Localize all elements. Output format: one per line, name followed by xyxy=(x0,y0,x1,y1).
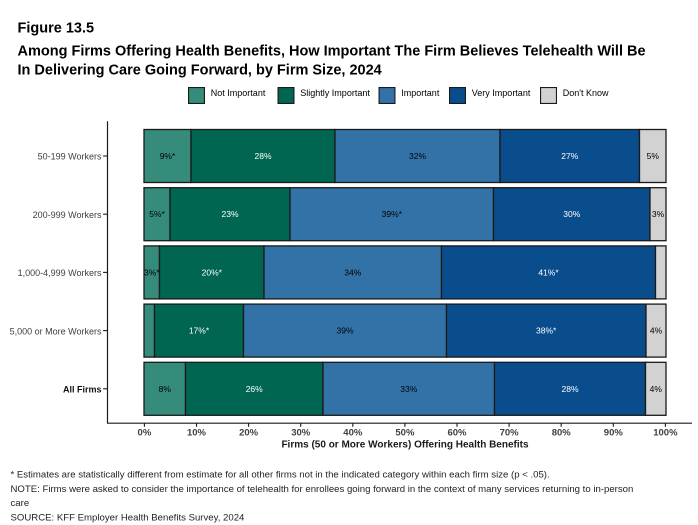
svg-text:39%: 39% xyxy=(336,326,353,336)
svg-text:4%: 4% xyxy=(650,384,663,394)
svg-text:28%: 28% xyxy=(254,151,271,161)
svg-text:0%: 0% xyxy=(138,427,152,438)
svg-text:In Delivering Care Going Forwa: In Delivering Care Going Forward, by Fir… xyxy=(18,63,382,79)
svg-text:50%: 50% xyxy=(395,427,415,438)
svg-text:33%: 33% xyxy=(400,384,417,394)
svg-text:100%: 100% xyxy=(653,427,678,438)
svg-text:23%: 23% xyxy=(221,209,238,219)
svg-text:3%: 3% xyxy=(652,209,665,219)
svg-text:8%: 8% xyxy=(159,384,172,394)
svg-text:20%: 20% xyxy=(239,427,259,438)
svg-text:28%: 28% xyxy=(561,384,578,394)
svg-text:4%: 4% xyxy=(650,326,663,336)
svg-text:20%*: 20%* xyxy=(202,267,223,277)
svg-text:39%*: 39%* xyxy=(382,209,403,219)
svg-text:30%: 30% xyxy=(563,209,580,219)
svg-text:Not Important: Not Important xyxy=(211,88,266,98)
svg-text:38%*: 38%* xyxy=(536,326,557,336)
svg-text:90%: 90% xyxy=(604,427,624,438)
svg-text:Figure 13.5: Figure 13.5 xyxy=(18,20,95,36)
svg-text:50-199 Workers: 50-199 Workers xyxy=(38,152,102,162)
svg-text:60%: 60% xyxy=(447,427,467,438)
svg-text:34%: 34% xyxy=(344,267,361,277)
svg-text:5%: 5% xyxy=(647,151,660,161)
svg-text:32%: 32% xyxy=(409,151,426,161)
svg-text:80%: 80% xyxy=(552,427,572,438)
svg-text:26%: 26% xyxy=(246,384,263,394)
svg-text:70%: 70% xyxy=(500,427,520,438)
svg-text:9%*: 9%* xyxy=(160,151,176,161)
svg-text:5%*: 5%* xyxy=(149,209,165,219)
svg-text:Firms (50 or More Workers) Off: Firms (50 or More Workers) Offering Heal… xyxy=(281,440,529,451)
svg-text:Important: Important xyxy=(401,88,440,98)
svg-text:* Estimates are statistically: * Estimates are statistically different … xyxy=(11,470,550,481)
svg-text:All Firms: All Firms xyxy=(63,385,102,395)
svg-text:1,000-4,999 Workers: 1,000-4,999 Workers xyxy=(18,268,102,278)
svg-text:5,000 or More Workers: 5,000 or More Workers xyxy=(10,326,102,336)
svg-text:SOURCE: KFF Employer Health Be: SOURCE: KFF Employer Health Benefits Sur… xyxy=(11,512,246,523)
svg-text:Slightly Important: Slightly Important xyxy=(300,88,370,98)
svg-text:41%*: 41%* xyxy=(538,267,559,277)
svg-text:Very Important: Very Important xyxy=(472,88,531,98)
svg-text:30%: 30% xyxy=(291,427,311,438)
svg-text:care: care xyxy=(11,498,30,509)
svg-text:3%*: 3%* xyxy=(144,267,160,277)
svg-text:200-999 Workers: 200-999 Workers xyxy=(33,210,102,220)
svg-text:40%: 40% xyxy=(343,427,363,438)
svg-text:Among Firms Offering Health Be: Among Firms Offering Health Benefits, Ho… xyxy=(18,44,646,60)
svg-text:17%*: 17%* xyxy=(189,326,210,336)
svg-text:NOTE: Firms were asked to cons: NOTE: Firms were asked to consider the i… xyxy=(11,484,634,495)
svg-text:Don't Know: Don't Know xyxy=(563,88,609,98)
svg-text:10%: 10% xyxy=(187,427,207,438)
svg-text:27%: 27% xyxy=(561,151,578,161)
